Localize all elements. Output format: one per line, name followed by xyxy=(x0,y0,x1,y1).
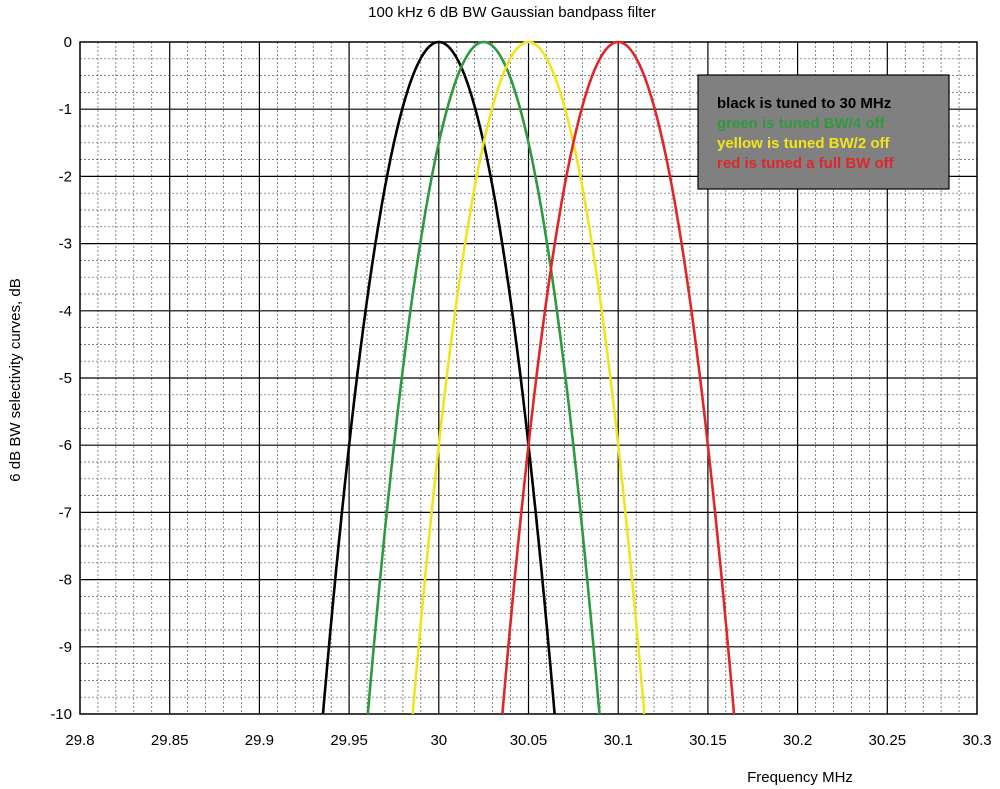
x-tick-label: 29.9 xyxy=(245,732,274,749)
x-axis-label: Frequency MHz xyxy=(747,769,853,786)
series-line-red xyxy=(501,40,736,715)
x-tick-label: 30.05 xyxy=(510,732,548,749)
curves xyxy=(321,40,736,715)
y-tick-label: -8 xyxy=(59,572,72,589)
x-tick-label: 30.15 xyxy=(689,732,727,749)
x-tick-label: 30 xyxy=(430,732,447,749)
y-tick-label: 0 xyxy=(64,34,72,51)
y-tick-label: -3 xyxy=(59,236,72,253)
y-tick-label: -9 xyxy=(59,639,72,656)
legend-box xyxy=(697,74,950,190)
y-tick-label: -6 xyxy=(59,437,72,454)
x-tick-label: 29.85 xyxy=(151,732,189,749)
y-axis-label: 6 dB BW selectivity curves, dB xyxy=(7,278,24,481)
series-line-black xyxy=(321,40,556,715)
legend-entry: yellow is tuned BW/2 off xyxy=(717,135,891,152)
legend: black is tuned to 30 MHz green is tuned B… xyxy=(697,74,950,190)
y-tick-label: -2 xyxy=(59,168,72,185)
x-tick-label: 30.3 xyxy=(962,732,991,749)
x-tick-labels: 29.8 29.85 29.9 29.95 30 30.05 30.1 30.15 30.2 30… xyxy=(65,732,991,749)
x-tick-label: 30.1 xyxy=(604,732,633,749)
grid xyxy=(80,42,977,714)
x-tick-label: 30.2 xyxy=(783,732,812,749)
chart-title: 100 kHz 6 dB BW Gaussian bandpass filter xyxy=(368,4,656,21)
y-tick-labels: 0 -1 -2 -3 -4 -5 -6 -7 -8 -9 -10 xyxy=(50,34,72,723)
series-line-yellow xyxy=(411,40,646,715)
y-tick-label: -1 xyxy=(59,101,72,118)
y-tick-label: -4 xyxy=(59,303,72,320)
x-tick-label: 30.25 xyxy=(869,732,907,749)
legend-entry: green is tuned BW/4 off xyxy=(717,115,886,132)
y-tick-label: -5 xyxy=(59,370,72,387)
x-tick-label: 29.95 xyxy=(330,732,368,749)
x-tick-label: 29.8 xyxy=(65,732,94,749)
legend-entry: red is tuned a full BW off xyxy=(717,155,895,172)
y-tick-label: -10 xyxy=(50,706,72,723)
y-tick-label: -7 xyxy=(59,504,72,521)
series-line-green xyxy=(366,40,601,715)
legend-entry: black is tuned to 30 MHz xyxy=(717,95,891,112)
